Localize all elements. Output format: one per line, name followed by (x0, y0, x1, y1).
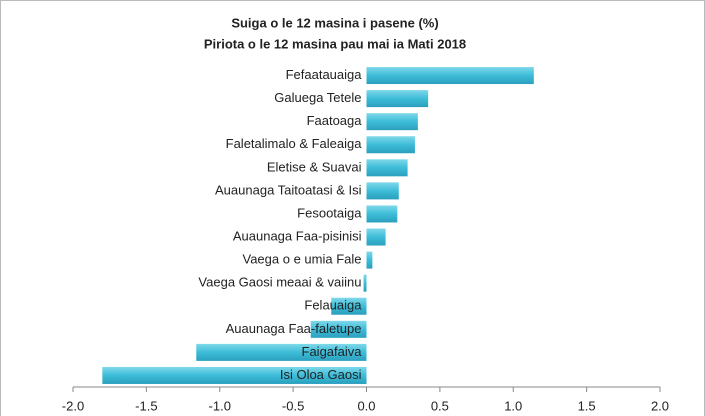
category-label: Auaunaga Faa-faletupe (226, 321, 362, 336)
category-label: Isi Oloa Gaosi (280, 367, 362, 382)
x-tick-label: 1.5 (578, 398, 596, 413)
bar (366, 251, 373, 269)
bar (366, 67, 534, 85)
category-label: Felauaiga (304, 298, 362, 313)
bar (366, 228, 386, 246)
category-label: Eletise & Suavai (267, 159, 362, 174)
bar (196, 343, 367, 361)
bar (102, 366, 367, 384)
x-tick-label: -1.5 (135, 398, 157, 413)
x-tick-label: 0.0 (357, 398, 375, 413)
bar (366, 205, 398, 223)
bar (366, 182, 399, 200)
category-label: Faigafaiva (302, 344, 363, 359)
x-tick-label: 1.0 (504, 398, 522, 413)
category-label: Auaunaga Taitoatasi & Isi (215, 182, 362, 197)
category-label: Faatoaga (307, 113, 363, 128)
category-label: Fefaatauaiga (286, 67, 363, 82)
x-tick-label: -2.0 (62, 398, 84, 413)
bar (366, 159, 408, 177)
category-label: Fesootaiga (297, 205, 362, 220)
bar (310, 320, 367, 338)
bar (366, 90, 429, 108)
chart-subtitle: Piriota o le 12 masina pau mai ia Mati 2… (204, 36, 466, 51)
category-label: Vaega Gaosi meaai & vaiinu (198, 275, 361, 290)
x-tick-label: 2.0 (651, 398, 669, 413)
x-tick-label: -0.5 (282, 398, 304, 413)
chart-title: Suiga o le 12 masina i pasene (%) (231, 15, 438, 30)
bar (366, 113, 418, 131)
category-label: Auaunaga Faa-pisinisi (233, 228, 362, 243)
x-tick-label: -1.0 (209, 398, 231, 413)
x-tick-label: 0.5 (431, 398, 449, 413)
category-label: Galuega Tetele (274, 90, 361, 105)
bar (331, 297, 367, 315)
category-label: Vaega o e umia Fale (243, 252, 362, 267)
bar (363, 274, 367, 292)
bar (366, 136, 415, 154)
category-label: Faletalimalo & Faleaiga (226, 136, 363, 151)
